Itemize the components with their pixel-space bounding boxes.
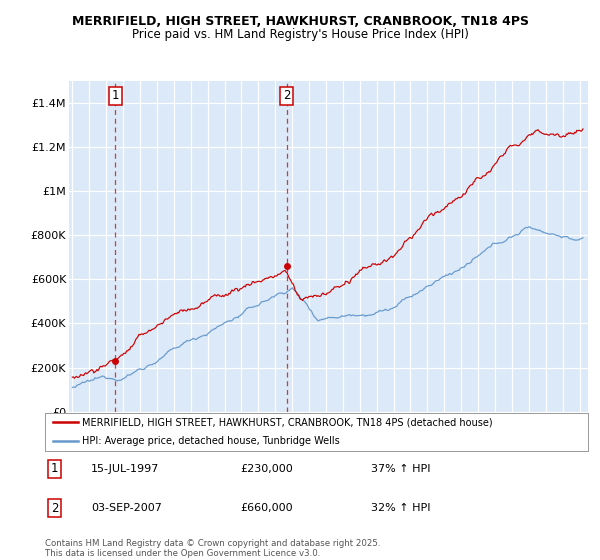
Text: Contains HM Land Registry data © Crown copyright and database right 2025.
This d: Contains HM Land Registry data © Crown c… [45, 539, 380, 558]
Text: £660,000: £660,000 [241, 503, 293, 513]
Text: £230,000: £230,000 [241, 464, 293, 474]
Text: 03-SEP-2007: 03-SEP-2007 [91, 503, 162, 513]
Text: 2: 2 [51, 502, 59, 515]
Text: 2: 2 [283, 90, 290, 102]
Text: 37% ↑ HPI: 37% ↑ HPI [371, 464, 430, 474]
Text: 15-JUL-1997: 15-JUL-1997 [91, 464, 160, 474]
Text: 32% ↑ HPI: 32% ↑ HPI [371, 503, 430, 513]
Text: MERRIFIELD, HIGH STREET, HAWKHURST, CRANBROOK, TN18 4PS (detached house): MERRIFIELD, HIGH STREET, HAWKHURST, CRAN… [82, 417, 493, 427]
Text: 1: 1 [112, 90, 119, 102]
Text: MERRIFIELD, HIGH STREET, HAWKHURST, CRANBROOK, TN18 4PS: MERRIFIELD, HIGH STREET, HAWKHURST, CRAN… [71, 15, 529, 28]
Text: HPI: Average price, detached house, Tunbridge Wells: HPI: Average price, detached house, Tunb… [82, 436, 340, 446]
Text: 1: 1 [51, 462, 59, 475]
Text: Price paid vs. HM Land Registry's House Price Index (HPI): Price paid vs. HM Land Registry's House … [131, 28, 469, 41]
